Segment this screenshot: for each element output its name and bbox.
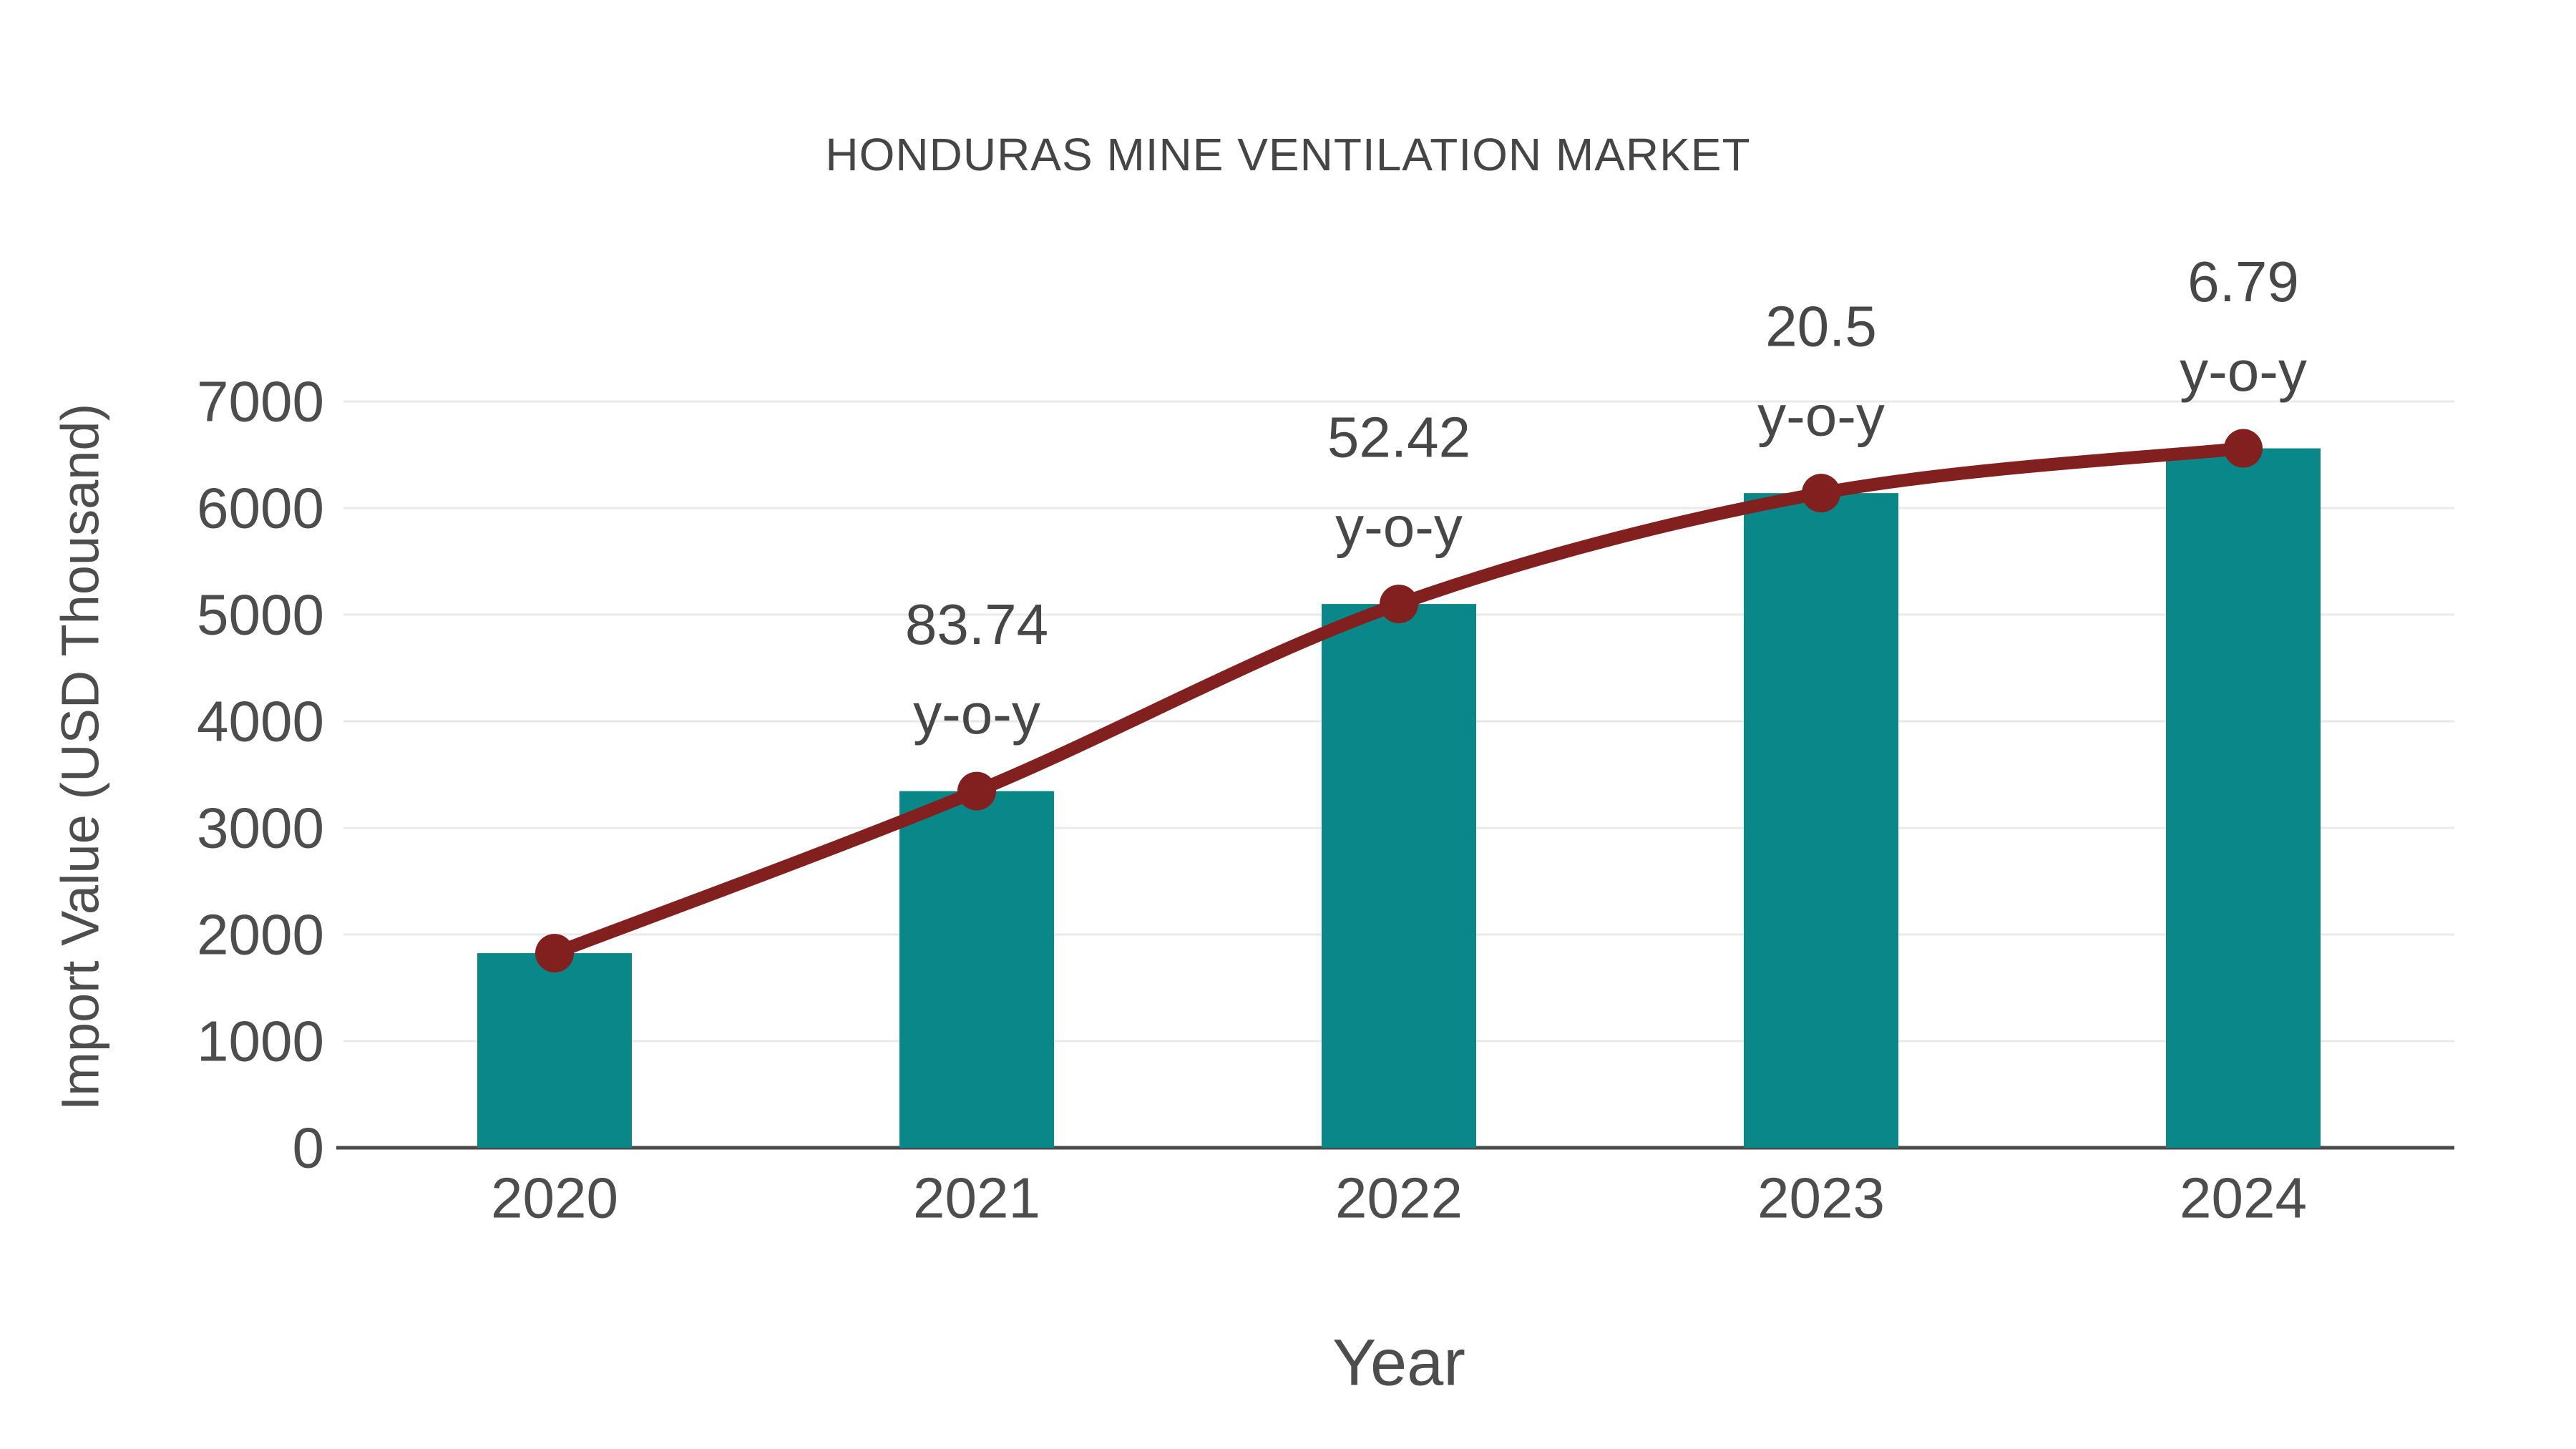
marker-2024: [2224, 429, 2263, 468]
bar-2022: [1322, 604, 1476, 1148]
y-axis-title: Import Value (USD Thousand): [50, 403, 110, 1111]
x-tick-label-2020: 2020: [491, 1166, 618, 1230]
annotation-label-2021: y-o-y: [913, 682, 1040, 746]
marker-2020: [535, 934, 574, 973]
y-tick-label-4000: 4000: [197, 690, 324, 753]
annotation-label-2022: y-o-y: [1335, 495, 1463, 559]
annotation-value-2023: 20.5: [1765, 295, 1877, 358]
y-tick-label-0: 0: [293, 1116, 325, 1180]
marker-2021: [957, 771, 996, 811]
x-tick-label-2023: 2023: [1757, 1166, 1885, 1230]
annotation-value-2022: 52.42: [1327, 406, 1470, 469]
y-tick-label-2000: 2000: [197, 903, 324, 967]
bar-2021: [899, 791, 1054, 1148]
y-tick-label-5000: 5000: [197, 583, 324, 647]
annotation-label-2024: y-o-y: [2180, 339, 2307, 403]
annotation-value-2021: 83.74: [905, 592, 1048, 656]
y-tick-label-7000: 7000: [197, 370, 324, 434]
y-tick-label-1000: 1000: [197, 1010, 324, 1073]
y-tick-label-3000: 3000: [197, 796, 324, 860]
x-axis-title: Year: [1332, 1326, 1465, 1400]
bar-2023: [1744, 493, 1898, 1148]
marker-2022: [1380, 585, 1418, 624]
chart-title: HONDURAS MINE VENTILATION MARKET: [825, 129, 1751, 180]
x-tick-label-2024: 2024: [2180, 1166, 2307, 1230]
x-tick-label-2021: 2021: [913, 1166, 1040, 1230]
bar-2020: [477, 953, 632, 1148]
annotation-value-2024: 6.79: [2187, 250, 2299, 313]
x-tick-label-2022: 2022: [1335, 1166, 1463, 1230]
marker-2023: [1802, 474, 1840, 513]
y-tick-label-6000: 6000: [197, 477, 324, 540]
annotation-label-2023: y-o-y: [1757, 384, 1885, 448]
bar-2024: [2166, 448, 2321, 1148]
